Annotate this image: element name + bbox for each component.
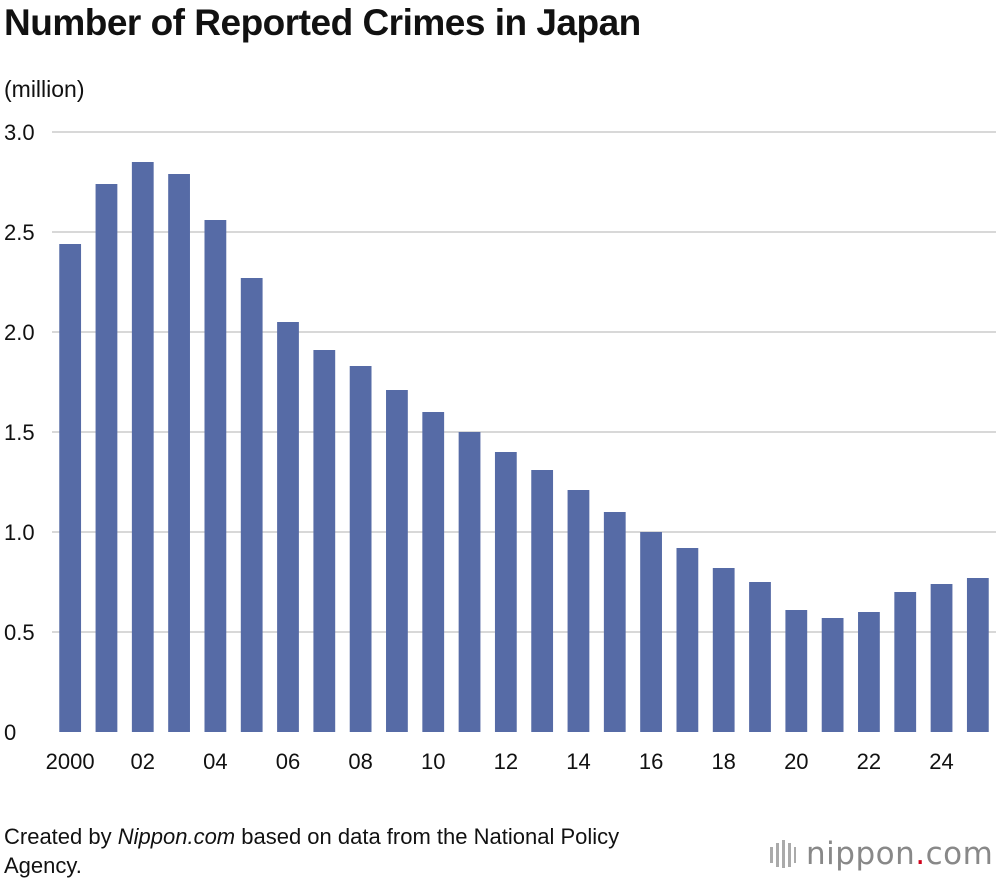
bar-2008 (349, 366, 372, 732)
x-tick-label: 04 (203, 749, 227, 774)
bar-2025 (966, 578, 989, 732)
bar-2010 (422, 412, 445, 732)
bar-2002 (131, 162, 154, 732)
bars (59, 162, 989, 732)
bars-icon (770, 840, 796, 868)
y-tick-label: 1.5 (4, 420, 35, 445)
y-tick-label: 0 (4, 720, 16, 745)
bar-2003 (168, 174, 190, 732)
y-tick-label: 3.0 (4, 120, 35, 145)
bar-2004 (204, 220, 227, 732)
brand-logo: nippon.com (770, 836, 993, 872)
bar-2006 (277, 322, 299, 732)
x-tick-label: 22 (857, 749, 881, 774)
brand-name: nippon.com (806, 836, 994, 872)
bar-2020 (785, 610, 808, 732)
x-tick-label: 12 (494, 749, 518, 774)
bar-2014 (567, 490, 590, 732)
y-axis-unit-label: (million) (4, 76, 85, 102)
grid-lines (52, 131, 996, 633)
source-note: Created by Nippon.com based on data from… (4, 822, 664, 880)
bar-2011 (458, 432, 481, 732)
x-tick-label: 08 (348, 749, 372, 774)
bar-2022 (858, 612, 880, 732)
bar-2001 (95, 184, 118, 732)
x-tick-label: 02 (131, 749, 155, 774)
source-site: Nippon.com (117, 824, 236, 849)
y-tick-label: 2.0 (4, 320, 35, 345)
bar-2018 (712, 568, 735, 732)
bar-2021 (821, 618, 844, 732)
bar-2019 (749, 582, 771, 732)
bar-2009 (386, 390, 408, 732)
x-tick-label: 14 (566, 749, 590, 774)
bar-2024 (930, 584, 953, 732)
x-tick-label: 16 (639, 749, 663, 774)
bar-2007 (313, 350, 336, 732)
bar-2017 (676, 548, 699, 732)
source-suffix: based on data from the National Policy A… (4, 824, 620, 878)
x-tick-label: 24 (929, 749, 953, 774)
source-prefix: Created by (4, 824, 118, 849)
x-tick-label: 10 (421, 749, 445, 774)
bar-2000 (59, 244, 82, 732)
y-axis-ticks: 0 0.5 1.0 1.5 2.0 2.5 3.0 (4, 120, 35, 745)
y-tick-label: 0.5 (4, 620, 35, 645)
bar-2005 (240, 278, 263, 732)
x-tick-label: 20 (784, 749, 808, 774)
y-tick-label: 2.5 (4, 220, 35, 245)
y-tick-label: 1.0 (4, 520, 35, 545)
x-tick-label: 06 (276, 749, 300, 774)
bar-2013 (531, 470, 554, 732)
bar-2012 (494, 452, 517, 732)
chart-title: Number of Reported Crimes in Japan (4, 2, 641, 43)
bar-2016 (640, 532, 662, 732)
bar-2023 (894, 592, 917, 732)
x-tick-label: 2000 (46, 749, 95, 774)
x-tick-label: 18 (711, 749, 735, 774)
bar-chart: 0 0.5 1.0 1.5 2.0 2.5 3.0 2000 02 04 06 08 10 12 14 16… (4, 120, 996, 774)
x-axis-ticks: 2000 02 04 06 08 10 12 14 16 18 20 22 24 (46, 749, 954, 774)
bar-2015 (603, 512, 626, 732)
